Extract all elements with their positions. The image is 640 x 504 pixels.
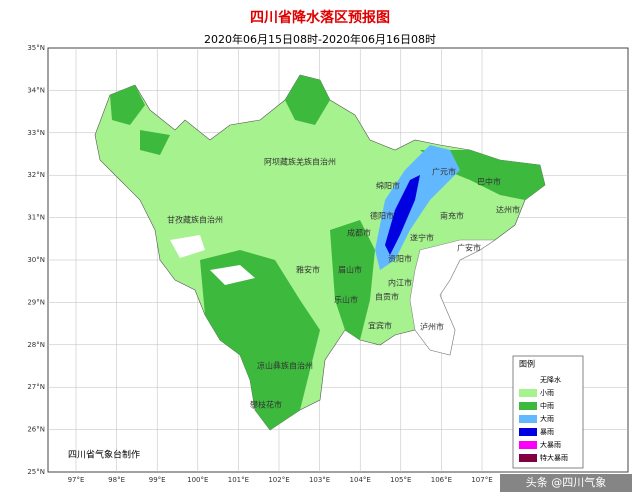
rainstorm-area — [385, 175, 420, 255]
lon-label: 107°E — [471, 476, 492, 484]
city-label: 巴中市 — [477, 177, 501, 187]
city-label: 德阳市 — [370, 211, 394, 221]
city-label: 资阳市 — [388, 254, 412, 264]
lat-label: 28°N — [27, 341, 45, 349]
city-label: 攀枝花市 — [250, 400, 282, 410]
lon-label: 99°E — [149, 476, 166, 484]
lon-label: 98°E — [108, 476, 125, 484]
lat-label: 31°N — [27, 214, 45, 222]
lon-label: 105°E — [390, 476, 411, 484]
lat-label: 26°N — [27, 426, 45, 434]
city-label: 泸州市 — [420, 322, 444, 332]
lat-label: 27°N — [27, 383, 45, 391]
lat-label: 35°N — [27, 44, 45, 52]
lon-label: 103°E — [309, 476, 330, 484]
city-labels: 阿坝藏族羌族自治州 广元市 巴中市 绵阳市 德阳市 南充市 达州市 甘孜藏族自治… — [167, 157, 520, 410]
legend-swatch — [519, 441, 537, 449]
legend-label: 暴雨 — [540, 428, 554, 436]
city-label: 甘孜藏族自治州 — [167, 215, 223, 225]
lon-label: 102°E — [268, 476, 289, 484]
legend-title: 图例 — [519, 359, 535, 369]
legend-label: 大雨 — [540, 414, 554, 423]
city-label: 达州市 — [496, 205, 520, 215]
city-label: 阿坝藏族羌族自治州 — [264, 157, 336, 167]
lat-label: 29°N — [27, 298, 45, 306]
city-label: 南充市 — [440, 211, 464, 221]
legend-swatch — [519, 402, 537, 410]
lon-label: 101°E — [228, 476, 249, 484]
city-label: 成都市 — [347, 228, 371, 238]
city-label: 自贡市 — [375, 292, 399, 302]
lat-label: 34°N — [27, 86, 45, 94]
no-rain-areas — [170, 235, 496, 356]
legend-swatch — [518, 375, 538, 385]
lat-label: 25°N — [27, 468, 45, 476]
lon-label: 100°E — [187, 476, 208, 484]
city-label: 绵阳市 — [376, 181, 400, 191]
lon-label: 97°E — [68, 476, 85, 484]
lat-label: 32°N — [27, 171, 45, 179]
subtitle: 2020年06月15日08时-2020年06月16日08时 — [204, 32, 436, 46]
city-label: 眉山市 — [338, 265, 362, 275]
legend-box — [512, 355, 584, 469]
lat-label: 30°N — [27, 256, 45, 264]
legend-label: 大暴雨 — [540, 440, 561, 449]
watermark-bg — [500, 474, 632, 492]
legend-swatch — [519, 454, 537, 462]
legend-swatch — [519, 428, 537, 436]
city-label: 广安市 — [457, 243, 481, 253]
city-label: 内江市 — [388, 278, 412, 288]
lon-label: 106°E — [431, 476, 452, 484]
legend-label: 无降水 — [540, 375, 561, 384]
legend-swatch — [519, 415, 537, 423]
city-label: 凉山彝族自治州 — [257, 361, 313, 371]
city-label: 乐山市 — [334, 295, 358, 305]
city-label: 宜宾市 — [368, 321, 392, 331]
city-label: 广元市 — [432, 167, 456, 177]
legend-label: 小雨 — [540, 388, 554, 397]
lat-label: 33°N — [27, 129, 45, 137]
city-label: 遂宁市 — [410, 233, 434, 243]
legend-label: 特大暴雨 — [540, 453, 568, 462]
legend-swatch — [519, 389, 537, 397]
city-label: 雅安市 — [296, 265, 320, 275]
credit: 四川省气象台制作 — [68, 449, 140, 461]
watermark: 头条 @四川气象 — [526, 475, 607, 489]
title: 四川省降水落区预报图 — [250, 9, 390, 26]
lon-label: 104°E — [350, 476, 371, 484]
legend-label: 中雨 — [540, 401, 554, 410]
